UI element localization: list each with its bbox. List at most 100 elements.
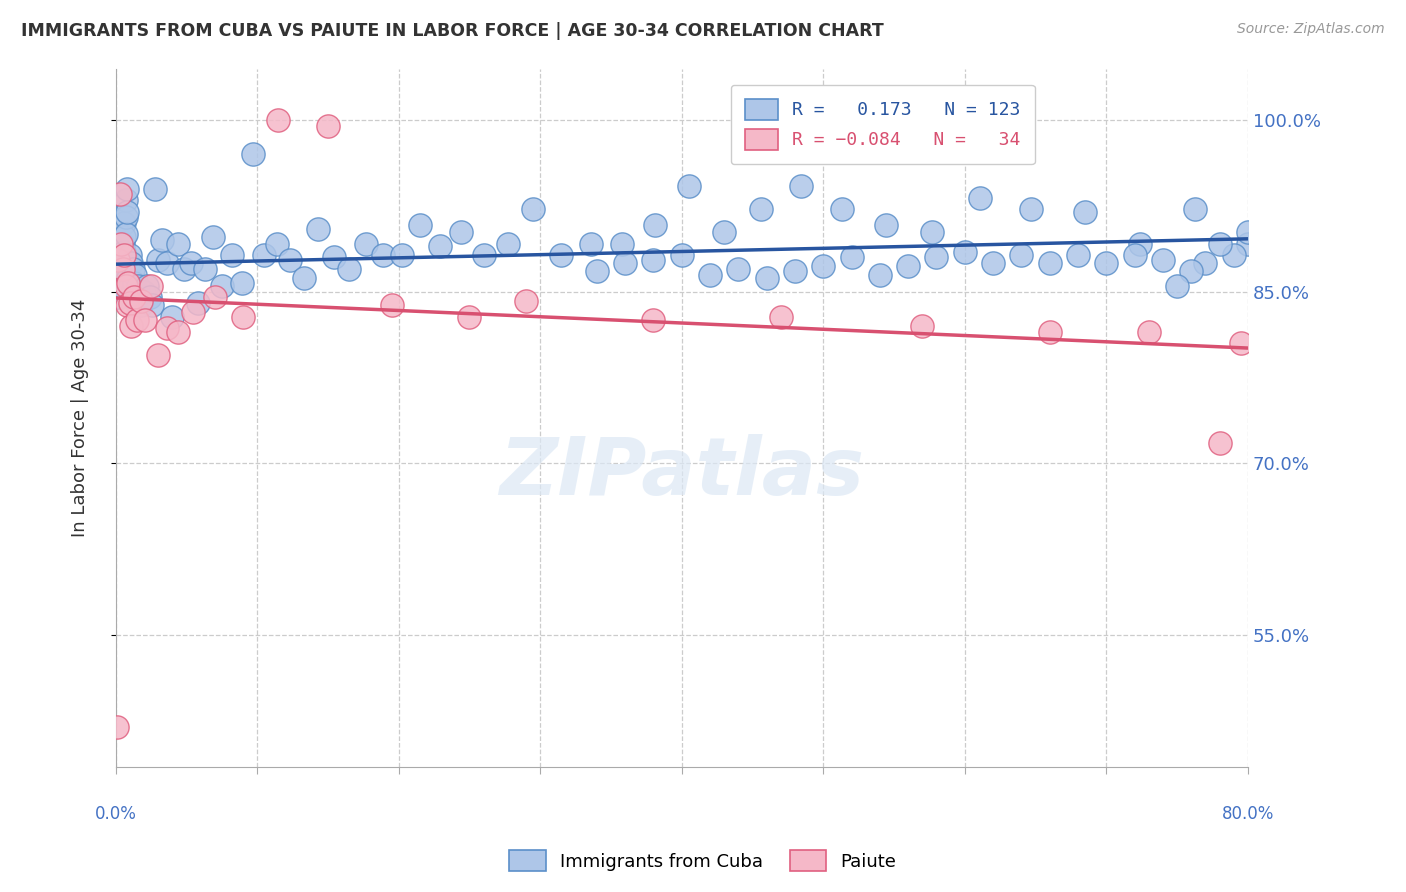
Point (755, 271, 778, 285)
Point (242, 147, 264, 161)
Point (643, 252, 665, 267)
Point (167, 325, 190, 339)
Point (1129, 236, 1152, 251)
Point (107, 285, 129, 299)
Point (1208, 435, 1230, 450)
Point (118, 279, 141, 293)
Point (429, 239, 451, 253)
Point (307, 221, 329, 235)
Legend: R =   0.173   N = 123, R = −0.084   N =   34: R = 0.173 N = 123, R = −0.084 N = 34 (731, 85, 1035, 164)
Point (789, 179, 811, 194)
Point (522, 202, 544, 217)
Point (644, 219, 666, 233)
Point (1237, 225, 1260, 239)
Y-axis label: In Labor Force | Age 30-34: In Labor Force | Age 30-34 (72, 298, 89, 537)
Point (713, 225, 735, 239)
Point (120, 318, 142, 333)
Point (105, 720, 128, 734)
Point (107, 279, 129, 293)
Point (187, 296, 209, 310)
Point (114, 227, 136, 242)
Point (105, 279, 128, 293)
Text: Source: ZipAtlas.com: Source: ZipAtlas.com (1237, 22, 1385, 37)
Point (115, 204, 138, 219)
Point (141, 298, 163, 312)
Point (1137, 325, 1160, 339)
Point (134, 313, 156, 327)
Point (122, 290, 145, 304)
Point (678, 179, 700, 194)
Point (769, 310, 792, 324)
Point (135, 279, 157, 293)
Point (1039, 325, 1062, 339)
Point (381, 298, 404, 312)
Point (897, 260, 920, 274)
Point (1021, 202, 1043, 217)
Point (127, 279, 149, 293)
Point (911, 318, 934, 333)
Point (167, 236, 190, 251)
Point (105, 261, 128, 276)
Point (107, 251, 129, 265)
Point (231, 276, 253, 290)
Point (115, 182, 138, 196)
Text: IMMIGRANTS FROM CUBA VS PAIUTE IN LABOR FORCE | AGE 30-34 CORRELATION CHART: IMMIGRANTS FROM CUBA VS PAIUTE IN LABOR … (21, 22, 884, 40)
Point (1152, 252, 1174, 267)
Point (110, 251, 132, 265)
Point (458, 310, 481, 324)
Point (875, 219, 897, 233)
Point (813, 260, 835, 274)
Point (117, 271, 139, 285)
Point (121, 282, 143, 296)
Point (1123, 248, 1146, 262)
Point (124, 268, 146, 282)
Point (783, 264, 806, 278)
Text: 0.0%: 0.0% (94, 805, 136, 823)
Point (267, 113, 290, 128)
Point (515, 293, 537, 308)
Point (221, 248, 243, 262)
Point (1067, 248, 1090, 262)
Point (112, 244, 135, 259)
Point (118, 248, 141, 262)
Point (391, 248, 413, 262)
Point (921, 225, 943, 239)
Point (173, 261, 195, 276)
Point (614, 256, 637, 270)
Point (107, 261, 129, 276)
Point (1166, 279, 1188, 293)
Point (981, 256, 1004, 270)
Point (114, 193, 136, 207)
Point (1237, 236, 1260, 251)
Point (108, 290, 131, 304)
Text: ZIPatlas: ZIPatlas (499, 434, 865, 512)
Point (925, 251, 948, 265)
Point (194, 261, 217, 276)
Point (146, 348, 169, 362)
Point (105, 273, 128, 287)
Point (110, 236, 132, 251)
Point (150, 233, 173, 247)
Point (969, 191, 991, 205)
Point (125, 296, 148, 310)
Point (550, 248, 572, 262)
Point (108, 256, 131, 270)
Point (472, 248, 495, 262)
Point (1208, 236, 1230, 251)
Point (579, 236, 602, 251)
Point (727, 261, 749, 276)
Point (316, 119, 339, 133)
Point (337, 261, 360, 276)
Point (110, 279, 132, 293)
Point (129, 298, 152, 312)
Point (1074, 204, 1097, 219)
Point (409, 219, 432, 233)
Point (138, 290, 160, 304)
Point (110, 271, 132, 285)
Point (1180, 264, 1202, 278)
Point (953, 244, 976, 259)
Point (155, 256, 177, 270)
Point (450, 225, 472, 239)
Point (112, 216, 135, 230)
Point (749, 202, 772, 217)
